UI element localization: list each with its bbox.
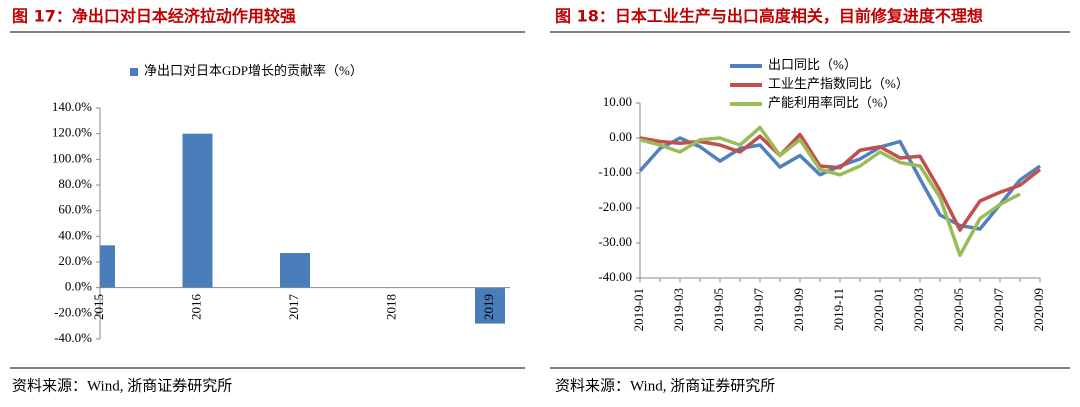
y-tick-label: -30.00: [598, 234, 632, 249]
legend-swatch: [130, 68, 138, 76]
x-tick-label: 2020-05: [951, 288, 966, 331]
bars: [100, 133, 505, 324]
y-tick-label: -40.0%: [54, 330, 92, 345]
figure-title: 图 18：日本工业生产与出口高度相关，目前修复进度不理想: [555, 7, 983, 26]
y-tick-label: 80.0%: [58, 176, 92, 191]
x-tick-label: 2019-05: [711, 288, 726, 331]
x-tick-label: 2016: [188, 294, 203, 321]
y-tick-label: 10.00: [603, 94, 632, 109]
line-series: [639, 125, 1021, 257]
legend-label: 产能利用率同比（%）: [768, 95, 896, 110]
y-tick-label: 100.0%: [52, 150, 92, 165]
x-tick-label: 2019-03: [671, 288, 686, 331]
y-tick-label: -40.00: [598, 269, 632, 284]
y-tick-label: -20.0%: [54, 304, 92, 319]
x-tick-label: 2017: [286, 294, 301, 321]
y-tick-label: 20.0%: [58, 253, 92, 268]
source: 资料来源：Wind, 浙商证券研究所: [12, 377, 232, 394]
x-tick-label: 2019-09: [791, 288, 806, 331]
y-tick-label: -20.00: [598, 199, 632, 214]
y-tick-label: 0.00: [609, 129, 632, 144]
y-tick-label: 0.0%: [65, 279, 92, 294]
bar: [100, 245, 115, 288]
y-tick-label: 140.0%: [52, 99, 92, 114]
x-tick-label: 2019-07: [751, 288, 766, 332]
y-tick-label: -10.00: [598, 164, 632, 179]
x-tick-label: 2020-07: [991, 288, 1006, 332]
y-tick-label: 60.0%: [58, 202, 92, 217]
x-tick-label: 2020-03: [911, 288, 926, 331]
bar: [182, 133, 213, 288]
line-series: [639, 132, 1042, 232]
x-tick-label: 2019-01: [631, 288, 646, 331]
source: 资料来源：Wind, 浙商证券研究所: [555, 377, 775, 394]
x-tick-label: 2018: [383, 294, 398, 320]
x-tick-label: 2020-09: [1031, 288, 1046, 331]
legend-label: 工业生产指数同比（%）: [768, 76, 909, 91]
line-series: [638, 136, 1042, 231]
x-tick-label: 2019: [481, 294, 496, 320]
x-tick-label: 2015: [91, 294, 106, 320]
x-tick-label: 2020-01: [871, 288, 886, 331]
x-tick-label: 2019-11: [831, 288, 846, 331]
figure-title: 图 17：净出口对日本经济拉动作用较强: [12, 7, 296, 26]
bar: [475, 287, 505, 324]
y-tick-label: 40.0%: [58, 227, 92, 242]
legend-label: 净出口对日本GDP增长的贡献率（%）: [144, 63, 363, 78]
bar: [280, 253, 310, 288]
legend-label: 出口同比（%）: [768, 57, 857, 72]
y-tick-label: 120.0%: [52, 125, 92, 140]
